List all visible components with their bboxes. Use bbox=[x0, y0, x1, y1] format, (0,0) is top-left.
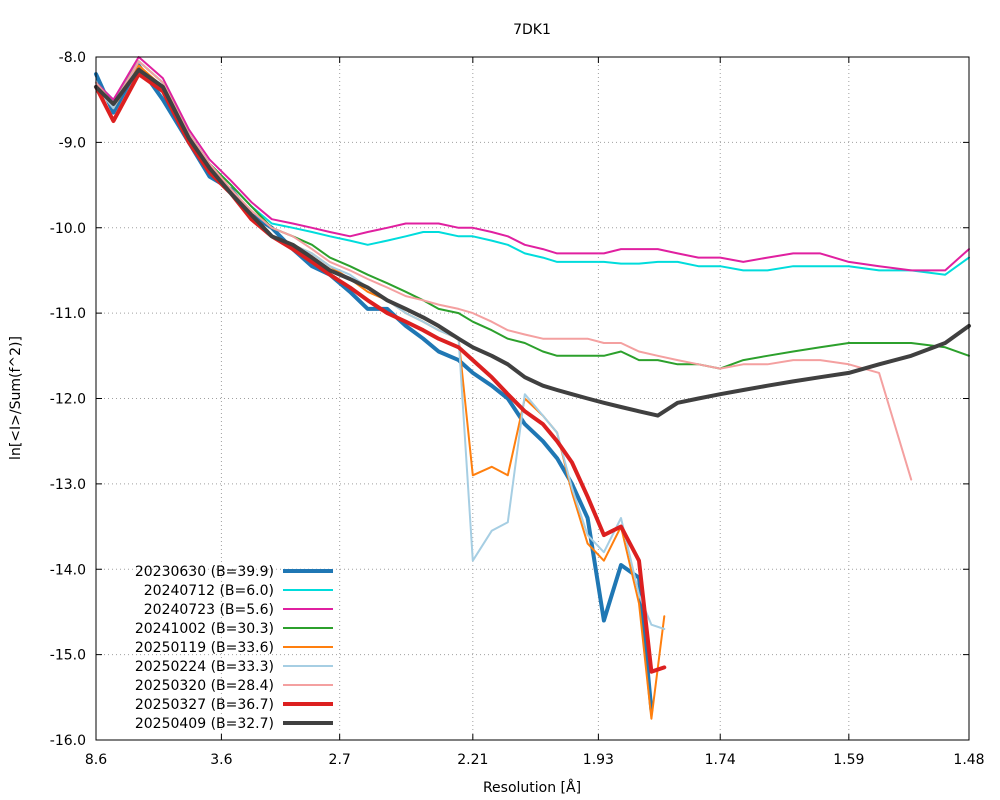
x-tick-label: 2.21 bbox=[457, 752, 488, 768]
legend-entry-label: 20250224 (B=33.3) bbox=[135, 659, 274, 675]
x-tick-label: 2.7 bbox=[329, 752, 351, 768]
legend-entry-label: 20240712 (B=6.0) bbox=[144, 583, 274, 599]
y-tick-label: -15.0 bbox=[50, 648, 86, 664]
grid-lines bbox=[96, 57, 969, 740]
x-tick-label: 1.74 bbox=[705, 752, 736, 768]
y-tick-label: -16.0 bbox=[50, 733, 86, 749]
x-tick-label: 8.6 bbox=[85, 752, 107, 768]
series-line-9 bbox=[94, 67, 971, 418]
x-tick-label: 1.48 bbox=[953, 752, 984, 768]
x-tick-label: 1.59 bbox=[833, 752, 864, 768]
legend-entry-label: 20250409 (B=32.7) bbox=[135, 716, 274, 732]
series-line-4 bbox=[95, 60, 970, 370]
y-tick-label: -12.0 bbox=[50, 392, 86, 408]
legend-entry-label: 20230630 (B=39.9) bbox=[135, 564, 274, 580]
series-line-8 bbox=[94, 72, 667, 674]
y-tick-label: -11.0 bbox=[50, 306, 86, 322]
chart-title: 7DK1 bbox=[513, 22, 551, 38]
y-tick-label: -10.0 bbox=[50, 221, 86, 237]
series-line-3 bbox=[95, 56, 970, 272]
legend: 20230630 (B=39.9) 20240712 (B=6.0) 2024072… bbox=[135, 564, 333, 732]
series-lines bbox=[94, 56, 971, 720]
y-tick-label: -9.0 bbox=[59, 135, 86, 151]
x-tick-label: 1.93 bbox=[583, 752, 614, 768]
x-axis-label: Resolution [Å] bbox=[483, 779, 581, 796]
y-tick-label: -8.0 bbox=[59, 50, 86, 66]
x-axis: 8.6 3.6 2.7 2.21 1.93 1.74 1.59 1.48 bbox=[85, 57, 985, 768]
legend-entry-label: 20250327 (B=36.7) bbox=[135, 697, 274, 713]
legend-entry-label: 20241002 (B=30.3) bbox=[135, 621, 274, 637]
y-axis: -8.0 -9.0 -10.0 -11.0 -12.0 -13.0 -14.0 -15.0 -1… bbox=[50, 50, 969, 749]
y-tick-label: -13.0 bbox=[50, 477, 86, 493]
legend-entry-label: 20250119 (B=33.6) bbox=[135, 640, 274, 656]
y-axis-label: ln[<I>/Sum(f^2)] bbox=[8, 336, 24, 460]
series-line-1 bbox=[94, 63, 654, 713]
series-line-7 bbox=[95, 60, 913, 481]
legend-entry-label: 20240723 (B=5.6) bbox=[144, 602, 274, 618]
x-tick-label: 3.6 bbox=[210, 752, 232, 768]
legend-entry-label: 20250320 (B=28.4) bbox=[135, 678, 274, 694]
y-tick-label: -14.0 bbox=[50, 562, 86, 578]
